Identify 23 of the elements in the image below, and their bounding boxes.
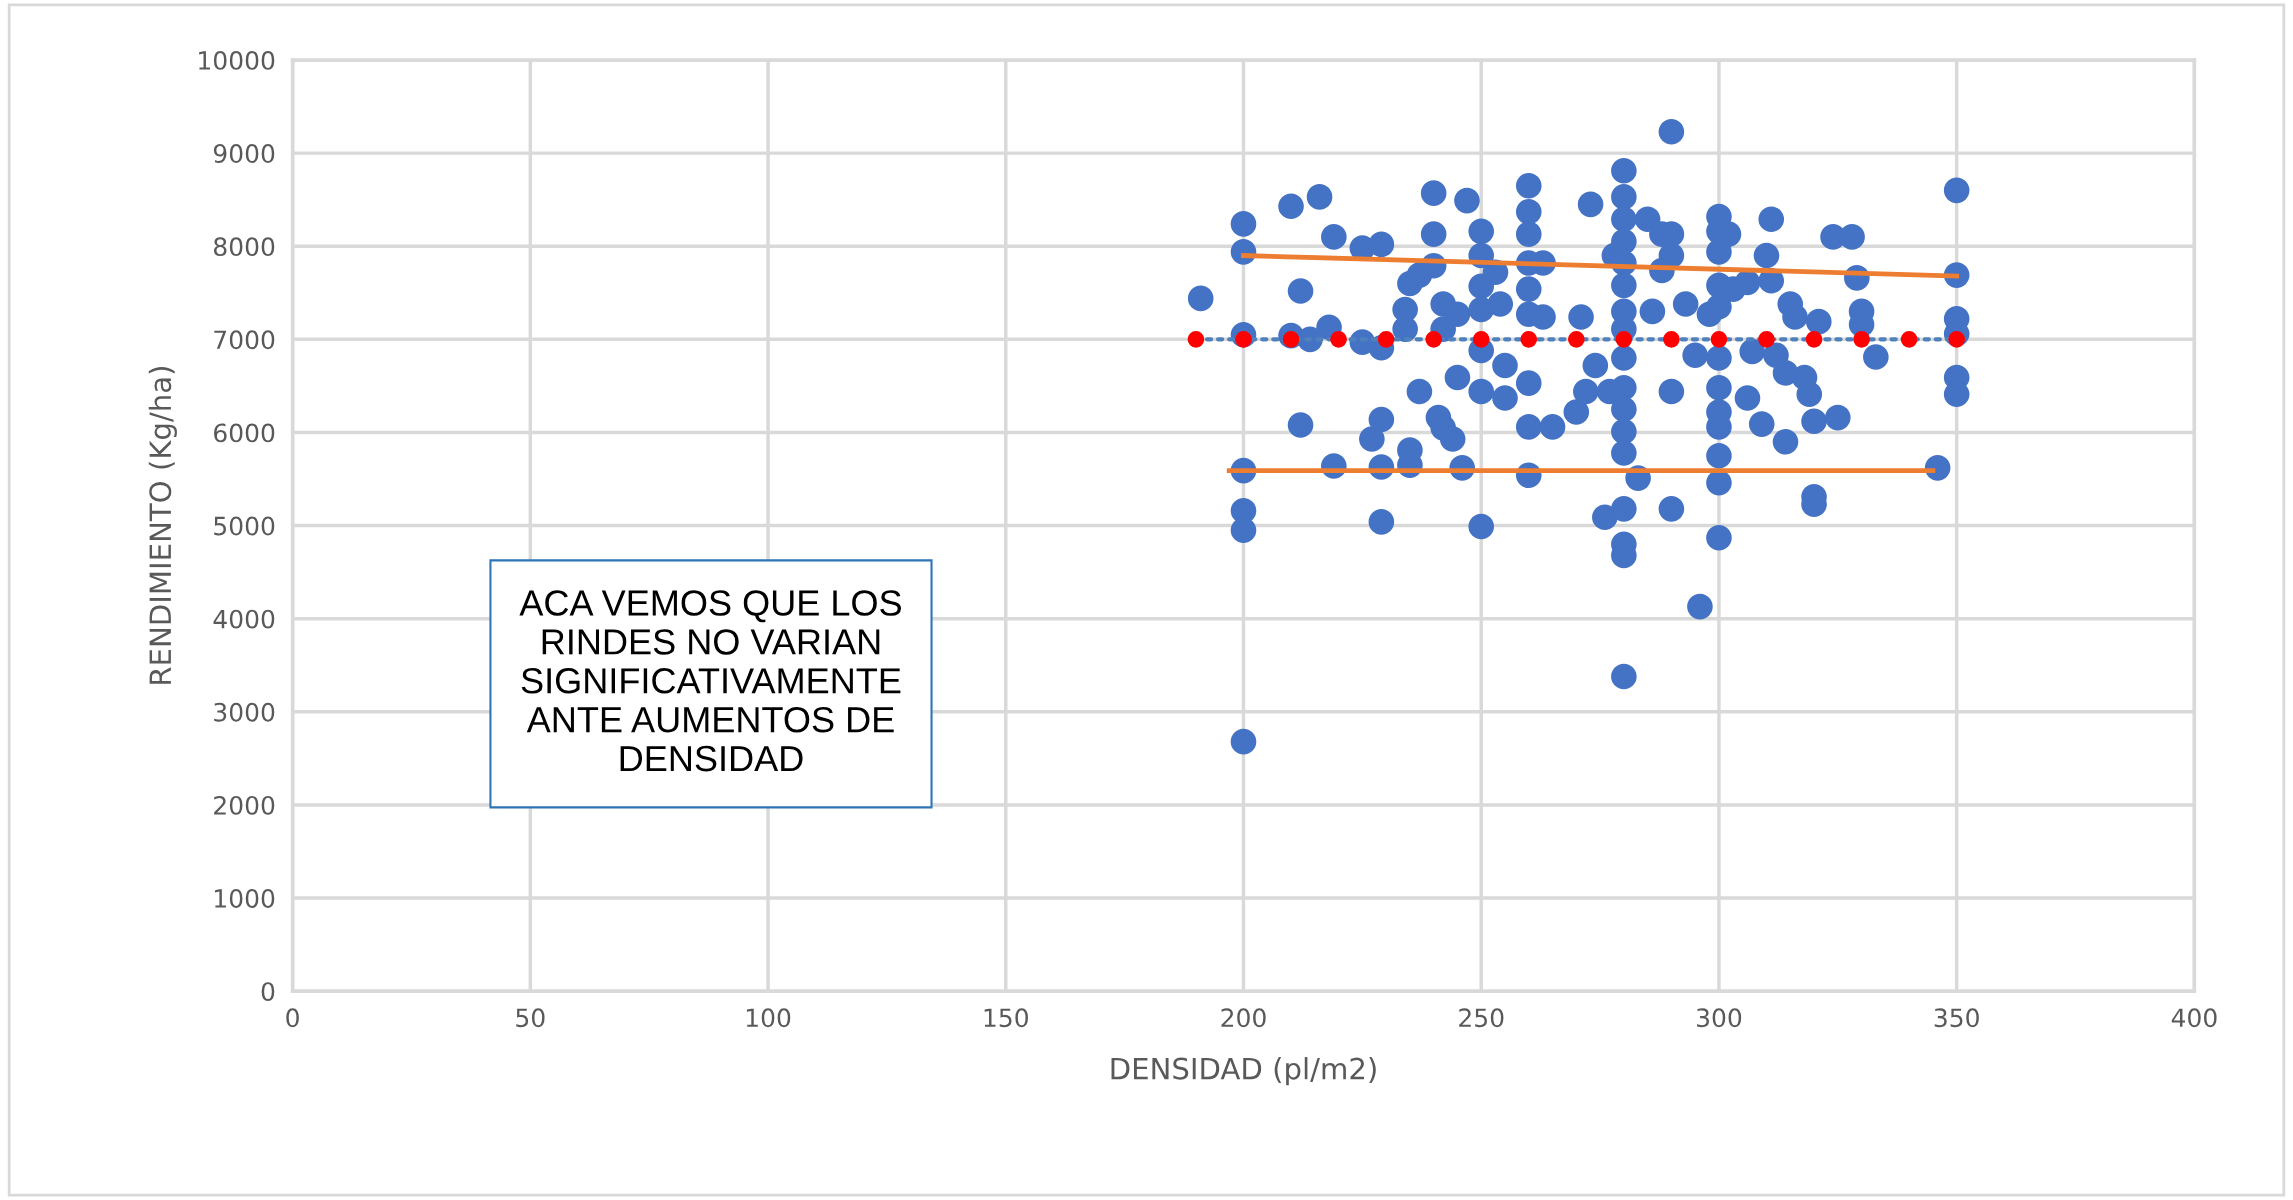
x-tick-label: 400 <box>2171 1008 2217 1028</box>
x-tick-label: 300 <box>1696 1008 1742 1028</box>
y-tick-label: 1000 <box>215 889 275 908</box>
y-tick-label: 10000 <box>199 50 275 70</box>
y-tick-label: 9000 <box>213 144 275 163</box>
x-tick-label: 350 <box>1934 1008 1979 1028</box>
y-tick-label: 4000 <box>213 609 275 629</box>
y-tick-label: 2000 <box>214 795 275 815</box>
annotation: ACA VEMOS QUE LOS RINDES NO VARIAN SIGNIFICATIVAMENTE ANTE AUMENTOS DE DENSIDAD <box>519 590 901 772</box>
x-tick-label: 200 <box>1221 1008 1266 1028</box>
x-tick-label: 250 <box>1459 1008 1504 1028</box>
y-tick-label: 8000 <box>213 237 275 257</box>
y-tick-label: 3000 <box>214 702 275 722</box>
x-tick-label: 50 <box>516 1008 545 1028</box>
y-axis-title: RENDIMIENTO (Kg/ha) <box>148 367 177 684</box>
y-tick-label: 5000 <box>214 516 275 536</box>
x-tick-label: 150 <box>984 1008 1028 1028</box>
x-axis-title: DENSIDAD (pl/m2) <box>1111 1057 1376 1086</box>
y-tick-label: 6000 <box>214 423 275 443</box>
y-tick-label: 0 <box>261 982 275 1002</box>
x-tick-label: 0 <box>286 1008 299 1028</box>
y-tick-label: 7000 <box>214 330 275 350</box>
x-tick-label: 100 <box>746 1008 791 1028</box>
